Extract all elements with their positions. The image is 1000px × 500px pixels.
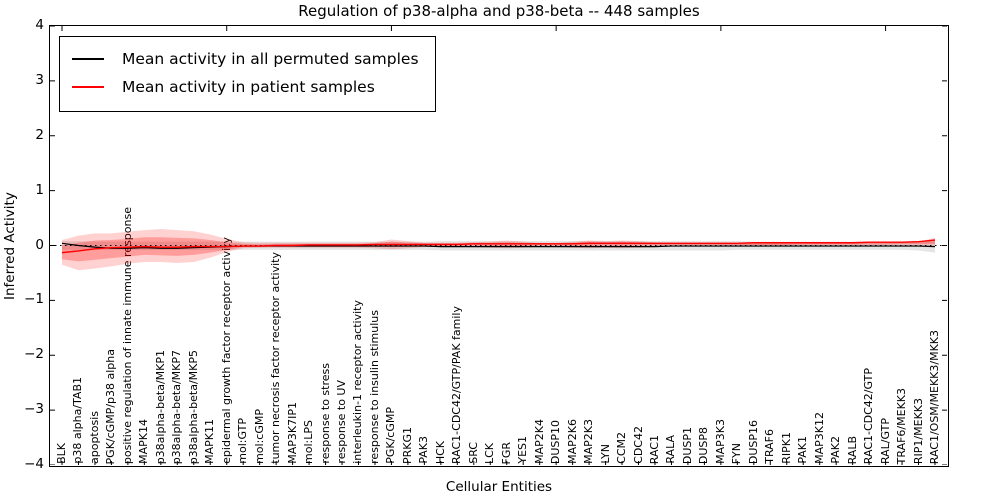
- patient-range-outer-band: [62, 229, 935, 271]
- chart-title: Regulation of p38-alpha and p38-beta -- …: [298, 2, 700, 20]
- legend: Mean activity in all permuted samples Me…: [59, 36, 436, 112]
- x-axis-label: Cellular Entities: [445, 479, 553, 495]
- legend-item-permuted: Mean activity in all permuted samples: [72, 45, 419, 73]
- y-tick-label: −1: [24, 291, 44, 308]
- Mean-activity-in-patient-samples-line: [61, 239, 936, 254]
- y-tick-label: −3: [24, 401, 44, 418]
- y-tick-label: 2: [35, 126, 44, 143]
- y-tick-label: 1: [35, 181, 44, 198]
- y-tick-label: −2: [24, 346, 44, 363]
- legend-item-patient: Mean activity in patient samples: [72, 73, 419, 101]
- y-tick-label: −4: [24, 456, 44, 472]
- legend-label-permuted: Mean activity in all permuted samples: [122, 50, 419, 68]
- legend-label-patient: Mean activity in patient samples: [122, 78, 375, 96]
- y-tick-label: 3: [35, 71, 44, 88]
- y-tick-label: 4: [35, 17, 44, 33]
- chart-canvas: [50, 26, 947, 465]
- y-tick-label: 0: [35, 236, 44, 253]
- patient-line-swatch-icon: [72, 86, 104, 88]
- plot-area: BLK p38 alpha/TAB1 apoptosis PGK/cGMP/p38 a…: [49, 25, 949, 467]
- permuted-line-swatch-icon: [72, 58, 104, 60]
